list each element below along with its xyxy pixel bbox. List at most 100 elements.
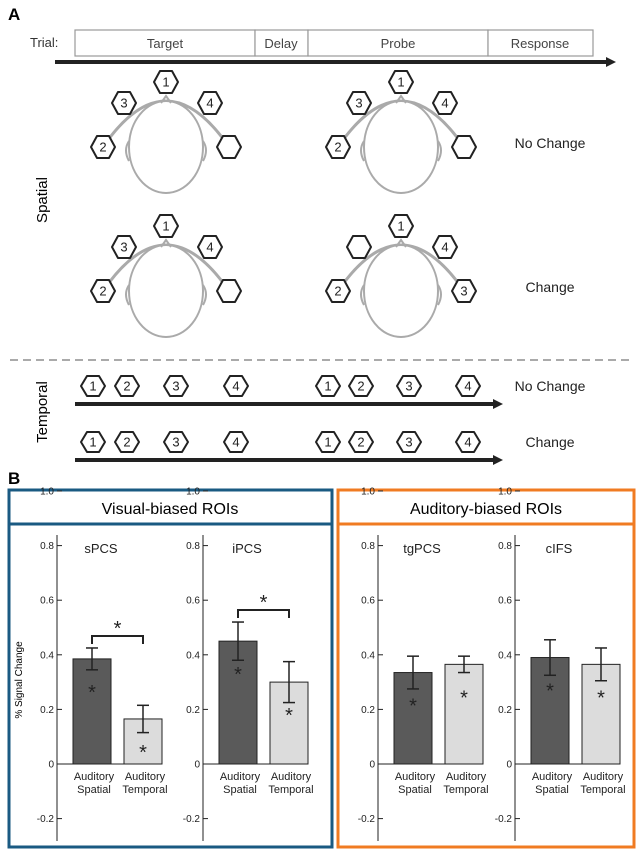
y-tick-label: 0.8 xyxy=(498,541,512,552)
speaker-hexagon: 3 xyxy=(451,279,477,303)
y-tick-label: 0.2 xyxy=(361,705,375,716)
sound-hexagon-number: 4 xyxy=(464,379,471,394)
speaker-hexagon: 3 xyxy=(111,91,137,115)
significance-star: * xyxy=(88,682,96,704)
chart-iPCS: iPCS1.00.80.60.40.20-0.2*AuditorySpatial… xyxy=(183,487,314,841)
y-tick-label: 0.4 xyxy=(498,650,512,661)
significance-star: * xyxy=(139,742,147,764)
speaker-hexagon-number: 4 xyxy=(206,240,213,255)
condition-label: Spatial xyxy=(77,784,111,796)
panel-a-label: A xyxy=(8,5,20,24)
speaker-hexagon: 2 xyxy=(325,135,351,159)
speaker-hexagon-number: 2 xyxy=(99,140,106,155)
speaker-hexagon xyxy=(451,135,477,159)
auditory-group-title: Auditory-biased ROIs xyxy=(410,501,562,518)
significance-star: * xyxy=(409,696,417,718)
temporal-condition-label: No Change xyxy=(515,378,586,394)
significance-star: * xyxy=(234,664,242,686)
comparison-bracket xyxy=(237,609,290,619)
left-ear xyxy=(360,284,365,306)
sound-hexagon-number: 3 xyxy=(172,379,179,394)
phase-label-delay: Delay xyxy=(264,36,298,51)
condition-label: Temporal xyxy=(443,784,488,796)
temporal-timeline: 1 2 3 4 1 2 3 4 Change xyxy=(75,431,575,465)
y-tick-label: -0.2 xyxy=(37,814,55,825)
speaker-hexagon: 1 xyxy=(388,70,414,94)
head-diagram-target: 1 3 4 2 xyxy=(90,70,242,194)
head-outline xyxy=(363,100,439,194)
sound-hexagon-number: 2 xyxy=(357,435,364,450)
sound-hexagon: 3 xyxy=(163,375,189,397)
y-tick-label: 0.8 xyxy=(361,541,375,552)
y-tick-label: 0.2 xyxy=(40,705,54,716)
right-ear xyxy=(202,284,207,306)
speaker-hexagon-number: 4 xyxy=(206,96,213,111)
head-outline xyxy=(128,244,204,338)
sound-hexagon: 1 xyxy=(80,375,106,397)
speaker-hexagon-number: 3 xyxy=(355,96,362,111)
speaker-hexagon-number: 3 xyxy=(120,96,127,111)
y-tick-label: 0.6 xyxy=(361,596,375,607)
y-tick-label: 0.8 xyxy=(40,541,54,552)
left-ear xyxy=(360,140,365,162)
speaker-hexagon: 1 xyxy=(388,214,414,238)
spatial-condition-label: Change xyxy=(525,279,574,295)
sound-hexagon: 2 xyxy=(348,431,374,453)
speaker-hexagon xyxy=(346,235,372,259)
sound-hexagon-number: 1 xyxy=(89,435,96,450)
chart-title: cIFS xyxy=(546,541,573,556)
temporal-timeline: 1 2 3 4 1 2 3 4 No Change xyxy=(75,375,586,409)
y-tick-label: 0.4 xyxy=(40,650,54,661)
speaker-hexagon: 2 xyxy=(90,279,116,303)
right-ear xyxy=(437,284,442,306)
sound-hexagon-number: 1 xyxy=(89,379,96,394)
speaker-hexagon: 3 xyxy=(346,91,372,115)
bar xyxy=(72,658,112,765)
sound-hexagon: 4 xyxy=(455,375,481,397)
sound-hexagon-number: 3 xyxy=(172,435,179,450)
sound-hexagon-number: 2 xyxy=(123,435,130,450)
chart-title: iPCS xyxy=(232,541,262,556)
speaker-hexagon: 2 xyxy=(325,279,351,303)
sound-hexagon: 3 xyxy=(396,431,422,453)
phase-label-probe: Probe xyxy=(381,36,416,51)
nose xyxy=(395,238,407,248)
head-diagram-target: 1 3 4 2 xyxy=(90,214,242,338)
trial-timeline: Target Delay Probe Response xyxy=(55,29,616,67)
right-ear xyxy=(202,140,207,162)
sound-hexagon: 1 xyxy=(315,375,341,397)
condition-label: Auditory xyxy=(125,771,166,783)
sound-hexagon-number: 3 xyxy=(405,435,412,450)
condition-label: Auditory xyxy=(446,771,487,783)
left-ear xyxy=(125,140,130,162)
speaker-hexagon: 3 xyxy=(111,235,137,259)
y-tick-label: 0 xyxy=(194,760,200,771)
y-tick-label: 0 xyxy=(369,760,375,771)
condition-label: Auditory xyxy=(532,771,573,783)
spatial-condition-label: No Change xyxy=(515,135,586,151)
speaker-hexagon-number: 1 xyxy=(162,75,169,90)
speaker-hexagon: 2 xyxy=(90,135,116,159)
speaker-hexagon-number: 1 xyxy=(162,219,169,234)
significance-star: * xyxy=(546,681,554,703)
chart-title: tgPCS xyxy=(403,541,441,556)
y-tick-label: 1.0 xyxy=(498,487,512,498)
head-diagram-probe: 1 3 4 2 xyxy=(325,70,477,194)
chart-sPCS: sPCS1.00.80.60.40.20-0.2*AuditorySpatial… xyxy=(37,487,168,841)
bar xyxy=(444,663,484,765)
sound-hexagon-number: 2 xyxy=(357,379,364,394)
nose xyxy=(160,94,172,104)
head-diagram-probe: 1 4 2 3 xyxy=(325,214,477,338)
chart-tgPCS: tgPCS1.00.80.60.40.20-0.2*AuditorySpatia… xyxy=(358,487,489,841)
sound-hexagon-number: 1 xyxy=(324,379,331,394)
sound-hexagon: 1 xyxy=(315,431,341,453)
right-ear xyxy=(437,140,442,162)
head-outline xyxy=(363,244,439,338)
condition-label: Auditory xyxy=(271,771,312,783)
nose xyxy=(395,94,407,104)
chart-cIFS: cIFS1.00.80.60.40.20-0.2*AuditorySpatial… xyxy=(495,487,626,841)
speaker-hexagon: 4 xyxy=(197,91,223,115)
condition-label: Temporal xyxy=(122,784,167,796)
sound-hexagon-number: 4 xyxy=(464,435,471,450)
auditory-group-frame xyxy=(336,488,636,849)
